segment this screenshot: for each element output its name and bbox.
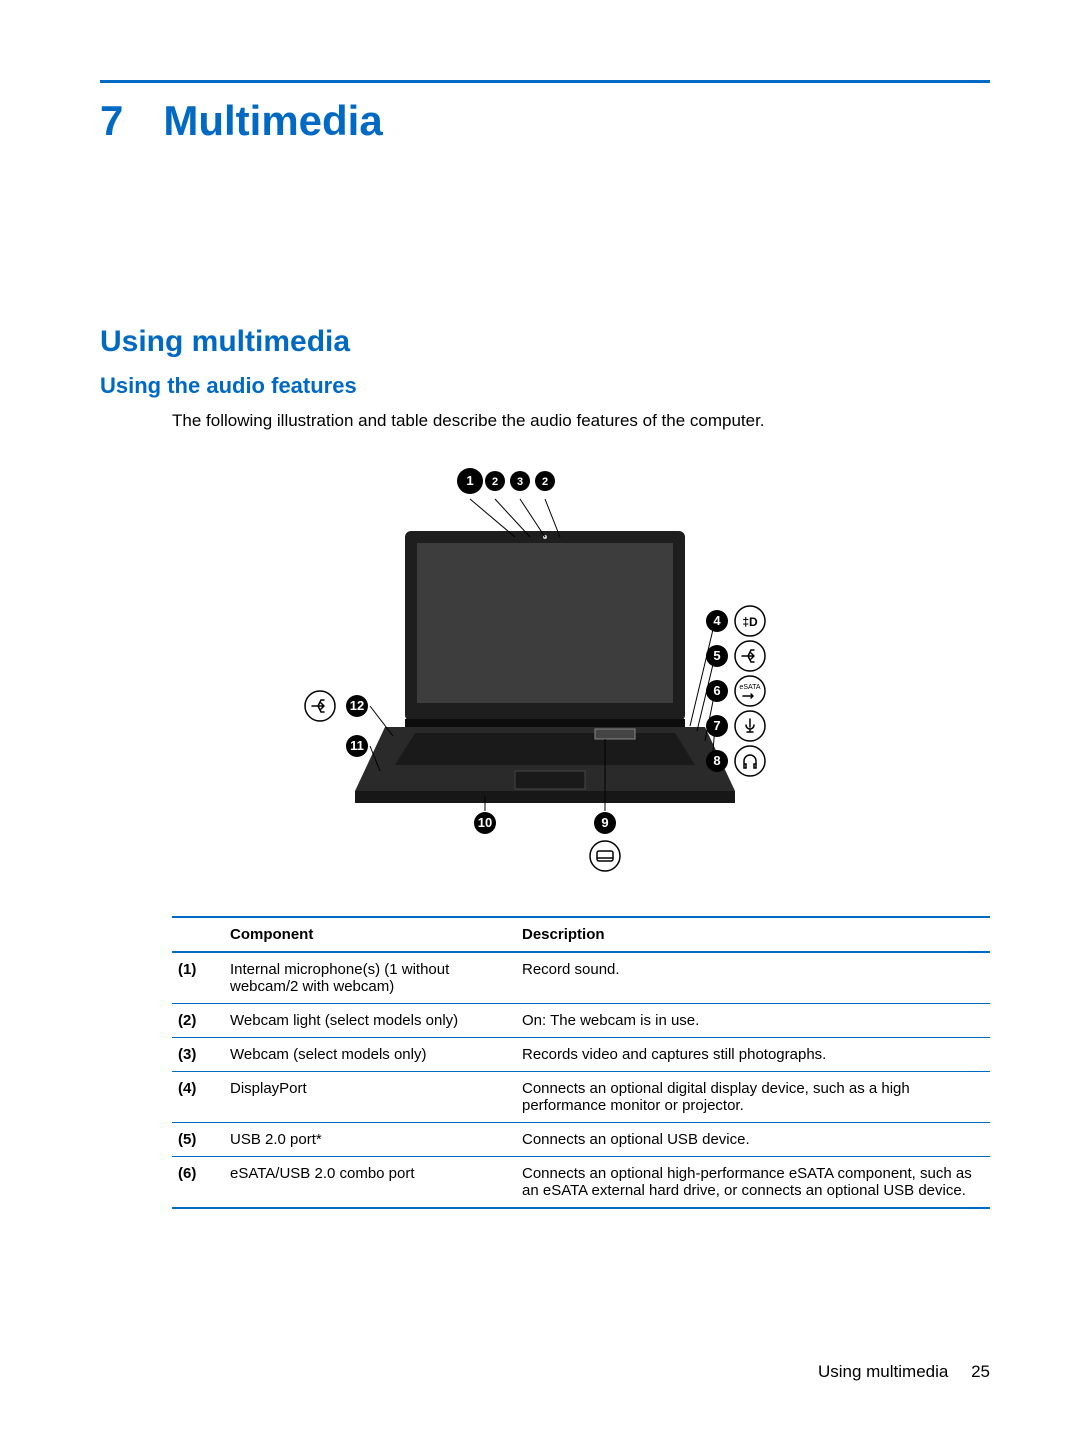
laptop-illustration: 1232 [285, 451, 805, 886]
table-header-blank [172, 917, 224, 952]
svg-text:2: 2 [492, 476, 498, 488]
svg-text:5: 5 [713, 648, 720, 663]
footer-page-number: 25 [971, 1362, 990, 1381]
svg-text:9: 9 [601, 815, 608, 830]
table-row: (4)DisplayPortConnects an optional digit… [172, 1072, 990, 1123]
svg-text:‡D: ‡D [742, 615, 758, 629]
chapter-title: Multimedia [163, 97, 382, 145]
svg-text:3: 3 [517, 476, 523, 488]
table-header-description: Description [516, 917, 990, 952]
row-component: Internal microphone(s) (1 without webcam… [224, 952, 516, 1004]
row-component: USB 2.0 port* [224, 1123, 516, 1157]
row-description: Records video and captures still photogr… [516, 1038, 990, 1072]
svg-text:12: 12 [350, 698, 364, 713]
row-component: DisplayPort [224, 1072, 516, 1123]
row-description: Connects an optional USB device. [516, 1123, 990, 1157]
footer-text: Using multimedia [818, 1362, 948, 1381]
svg-text:7: 7 [713, 718, 720, 733]
svg-text:11: 11 [350, 738, 364, 753]
table-row: (1)Internal microphone(s) (1 without web… [172, 952, 990, 1004]
row-component: eSATA/USB 2.0 combo port [224, 1157, 516, 1209]
row-number: (1) [172, 952, 224, 1004]
table-row: (6)eSATA/USB 2.0 combo portConnects an o… [172, 1157, 990, 1209]
table-row: (2)Webcam light (select models only)On: … [172, 1004, 990, 1038]
row-description: On: The webcam is in use. [516, 1004, 990, 1038]
svg-text:6: 6 [713, 683, 720, 698]
svg-text:eSATA: eSATA [739, 684, 760, 691]
document-page: 7 Multimedia Using multimedia Using the … [0, 0, 1080, 1437]
row-number: (6) [172, 1157, 224, 1209]
section-heading-2: Using the audio features [100, 373, 990, 399]
table-row: (3)Webcam (select models only)Records vi… [172, 1038, 990, 1072]
row-component: Webcam (select models only) [224, 1038, 516, 1072]
row-description: Connects an optional digital display dev… [516, 1072, 990, 1123]
row-number: (5) [172, 1123, 224, 1157]
svg-text:2: 2 [542, 476, 548, 488]
row-number: (3) [172, 1038, 224, 1072]
svg-text:10: 10 [478, 815, 492, 830]
chapter-number: 7 [100, 97, 123, 145]
row-number: (2) [172, 1004, 224, 1038]
table-header-component: Component [224, 917, 516, 952]
feature-table: Component Description (1)Internal microp… [172, 916, 990, 1209]
row-number: (4) [172, 1072, 224, 1123]
svg-text:4: 4 [713, 613, 721, 628]
row-description: Connects an optional high-performance eS… [516, 1157, 990, 1209]
row-component: Webcam light (select models only) [224, 1004, 516, 1038]
svg-text:8: 8 [713, 753, 720, 768]
page-footer: Using multimedia 25 [818, 1362, 990, 1382]
row-description: Record sound. [516, 952, 990, 1004]
table-row: (5)USB 2.0 port*Connects an optional USB… [172, 1123, 990, 1157]
chapter-heading: 7 Multimedia [100, 97, 990, 145]
section-heading-1: Using multimedia [100, 325, 990, 359]
top-rule [100, 80, 990, 83]
intro-text: The following illustration and table des… [172, 411, 990, 431]
svg-text:1: 1 [466, 473, 473, 488]
